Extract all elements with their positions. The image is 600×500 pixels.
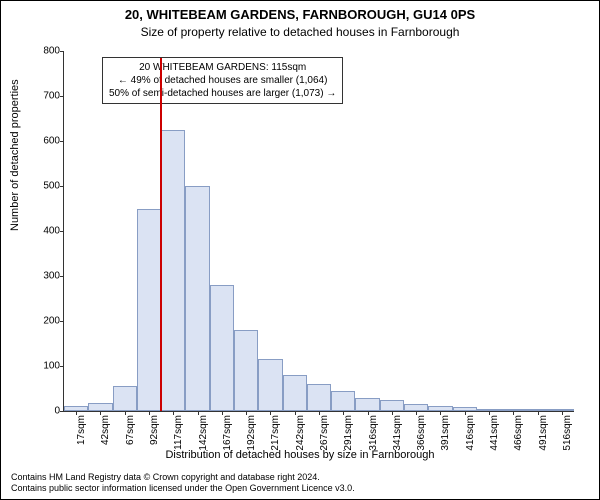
x-tick-mark xyxy=(513,411,514,415)
y-tick-mark xyxy=(60,141,64,142)
y-tick-mark xyxy=(60,366,64,367)
x-tick-label: 242sqm xyxy=(295,415,306,451)
x-tick-mark xyxy=(343,411,344,415)
x-tick-label: 391sqm xyxy=(440,415,451,451)
plot-area: 20 WHITEBEAM GARDENS: 115sqm ← 49% of de… xyxy=(63,51,574,412)
x-tick-label: 267sqm xyxy=(319,415,330,451)
histogram-bar xyxy=(234,330,258,411)
x-tick-label: 142sqm xyxy=(198,415,209,451)
x-tick-label: 117sqm xyxy=(173,415,184,450)
histogram-bar xyxy=(258,359,282,411)
y-tick-mark xyxy=(60,231,64,232)
histogram-bar xyxy=(185,186,209,411)
x-tick-mark xyxy=(489,411,490,415)
chart-container: 20, WHITEBEAM GARDENS, FARNBOROUGH, GU14… xyxy=(0,0,600,500)
x-tick-label: 491sqm xyxy=(538,415,549,451)
x-tick-mark xyxy=(125,411,126,415)
x-tick-label: 466sqm xyxy=(513,415,524,451)
x-tick-label: 316sqm xyxy=(368,415,379,451)
x-tick-mark xyxy=(319,411,320,415)
histogram-bar xyxy=(355,398,379,412)
histogram-bar xyxy=(283,375,307,411)
histogram-bar xyxy=(380,400,404,411)
x-tick-label: 217sqm xyxy=(270,415,281,451)
x-tick-mark xyxy=(538,411,539,415)
x-tick-mark xyxy=(416,411,417,415)
x-tick-mark xyxy=(149,411,150,415)
x-tick-label: 291sqm xyxy=(343,415,354,451)
x-tick-label: 167sqm xyxy=(222,415,233,451)
y-axis-label: Number of detached properties xyxy=(9,79,21,231)
x-tick-mark xyxy=(440,411,441,415)
histogram-bar xyxy=(113,386,137,411)
x-tick-mark xyxy=(222,411,223,415)
chart-title-main: 20, WHITEBEAM GARDENS, FARNBOROUGH, GU14… xyxy=(1,7,599,22)
x-tick-label: 516sqm xyxy=(562,415,573,451)
footer-line1: Contains HM Land Registry data © Crown c… xyxy=(11,472,355,484)
annotation-line3: 50% of semi-detached houses are larger (… xyxy=(109,87,336,100)
x-tick-mark xyxy=(76,411,77,415)
x-tick-label: 366sqm xyxy=(416,415,427,451)
y-tick-mark xyxy=(60,51,64,52)
property-marker-line xyxy=(160,58,162,411)
chart-title-sub: Size of property relative to detached ho… xyxy=(1,25,599,39)
histogram-bar xyxy=(307,384,331,411)
histogram-bar xyxy=(331,391,355,411)
x-tick-label: 192sqm xyxy=(246,415,257,451)
histogram-bar xyxy=(404,404,428,411)
y-tick-mark xyxy=(60,186,64,187)
x-tick-mark xyxy=(392,411,393,415)
y-tick-mark xyxy=(60,321,64,322)
x-tick-mark xyxy=(295,411,296,415)
x-tick-mark xyxy=(270,411,271,415)
x-tick-label: 341sqm xyxy=(392,415,403,451)
x-tick-mark xyxy=(562,411,563,415)
histogram-bar xyxy=(137,209,161,412)
footer-attribution: Contains HM Land Registry data © Crown c… xyxy=(11,472,355,495)
y-tick-mark xyxy=(60,411,64,412)
x-tick-label: 416sqm xyxy=(465,415,476,451)
annotation-line2: ← 49% of detached houses are smaller (1,… xyxy=(109,74,336,87)
x-tick-label: 92sqm xyxy=(149,415,160,445)
x-tick-mark xyxy=(173,411,174,415)
annotation-line1: 20 WHITEBEAM GARDENS: 115sqm xyxy=(109,61,336,74)
histogram-bar xyxy=(210,285,234,411)
histogram-bar xyxy=(161,130,185,411)
x-tick-mark xyxy=(368,411,369,415)
y-tick-mark xyxy=(60,276,64,277)
x-tick-mark xyxy=(465,411,466,415)
y-tick-mark xyxy=(60,96,64,97)
x-tick-mark xyxy=(100,411,101,415)
footer-line2: Contains public sector information licen… xyxy=(11,483,355,495)
x-axis-label: Distribution of detached houses by size … xyxy=(1,449,599,461)
histogram-bar xyxy=(88,403,112,411)
x-tick-label: 441sqm xyxy=(489,415,500,451)
x-tick-label: 17sqm xyxy=(76,415,87,445)
x-tick-mark xyxy=(198,411,199,415)
annotation-box: 20 WHITEBEAM GARDENS: 115sqm ← 49% of de… xyxy=(102,57,343,104)
x-tick-mark xyxy=(246,411,247,415)
x-tick-label: 67sqm xyxy=(125,415,136,445)
x-tick-label: 42sqm xyxy=(100,415,111,445)
